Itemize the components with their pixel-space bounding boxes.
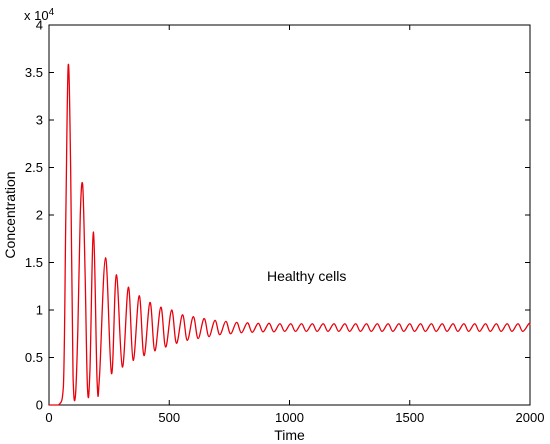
y-tick-label: 0.5 — [25, 350, 43, 365]
y-tick-label: 3.5 — [25, 65, 43, 80]
x-tick-labels: 0 500 1000 1500 2000 — [45, 410, 544, 425]
y-tick-label: 2.5 — [25, 160, 43, 175]
x-tick-label: 0 — [45, 410, 52, 425]
x-tick-label: 500 — [158, 410, 180, 425]
series-line-healthy-cells — [49, 63, 531, 406]
axis-ticks — [48, 24, 531, 406]
x-tick-label: 1500 — [395, 410, 424, 425]
y-tick-label: 1.5 — [25, 255, 43, 270]
y-tick-label: 4 — [36, 18, 43, 33]
y-axis-title: Concentration — [2, 171, 18, 258]
y-tick-labels: 0 0.5 1 1.5 2 2.5 3 3.5 4 — [25, 18, 43, 413]
y-tick-label: 0 — [36, 398, 43, 413]
annotation-healthy-cells: Healthy cells — [267, 268, 346, 284]
y-tick-label: 3 — [36, 113, 43, 128]
x-tick-label: 1000 — [275, 410, 304, 425]
y-axis-multiplier: x 104 — [24, 7, 55, 24]
x-tick-label: 2000 — [516, 410, 545, 425]
y-tick-label: 1 — [36, 303, 43, 318]
y-tick-label: 2 — [36, 208, 43, 223]
x-axis-title: Time — [274, 427, 305, 443]
